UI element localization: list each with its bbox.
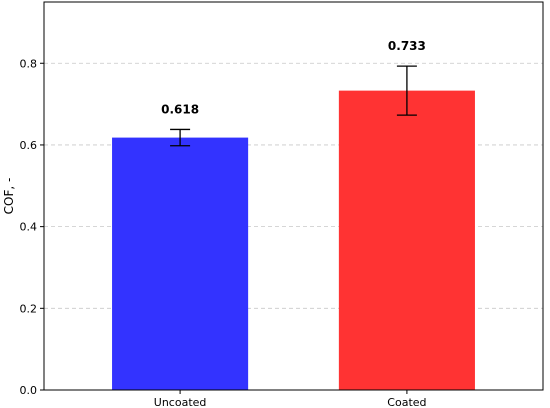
error-bars (170, 65, 417, 147)
bar-coated (338, 90, 475, 390)
y-tick-label: 0.0 (20, 384, 38, 397)
y-axis-label: COF, - (2, 178, 16, 215)
y-tick-label: 0.4 (20, 221, 38, 234)
data-label: 0.618 (161, 102, 199, 116)
x-axis-ticks: Uncoated Coated (154, 390, 427, 408)
plot-frame (43, 1, 544, 391)
data-label: 0.733 (388, 39, 426, 53)
bar-uncoated (112, 137, 249, 390)
y-axis-ticks: 0.0 0.2 0.4 0.6 0.8 (20, 57, 44, 397)
y-tick-label: 0.6 (20, 139, 38, 152)
x-tick-label: Uncoated (154, 396, 207, 408)
y-tick-label: 0.8 (20, 57, 38, 70)
x-tick-label: Coated (387, 396, 426, 408)
bars (112, 90, 475, 390)
data-labels: 0.618 0.733 (161, 39, 426, 116)
y-tick-label: 0.2 (20, 302, 38, 315)
